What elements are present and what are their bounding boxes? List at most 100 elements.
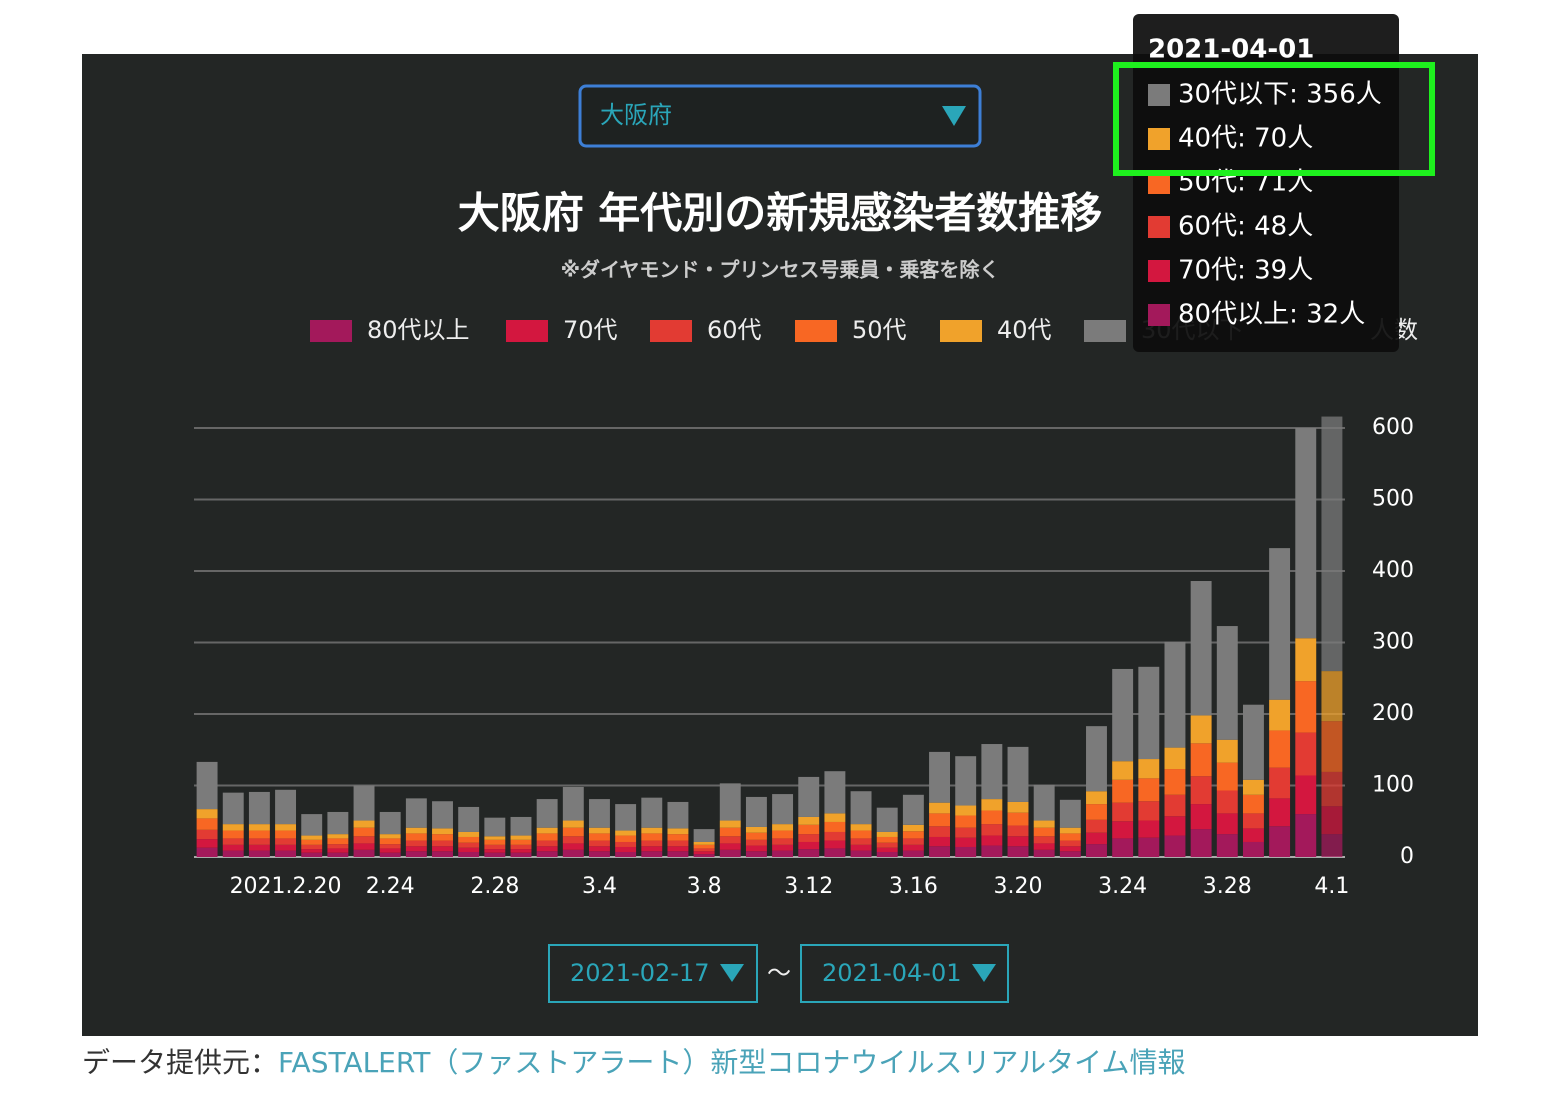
- bar-segment: [405, 846, 427, 852]
- bar-segment: [222, 838, 244, 845]
- bar-segment: [379, 838, 401, 845]
- select-arrow[interactable]: [720, 964, 744, 982]
- select-arrow[interactable]: [972, 964, 996, 982]
- bar-segment: [1190, 581, 1212, 716]
- bar-segment: [667, 851, 689, 857]
- select-value[interactable]: 2021-02-17: [570, 959, 709, 987]
- bar-segment: [458, 806, 480, 832]
- bar-segment: [589, 846, 610, 852]
- select-value[interactable]: 2021-04-01: [822, 959, 961, 987]
- bar-segment: [641, 827, 663, 834]
- legend-label: 60代: [707, 316, 762, 344]
- bar-segment: [248, 830, 270, 839]
- date-from-select[interactable]: 2021-02-17: [548, 944, 758, 1003]
- bar-segment: [405, 798, 427, 828]
- bar-segment: [1059, 840, 1081, 847]
- bar-segment: [1321, 834, 1343, 857]
- source-label-text: データ提供元：: [82, 1046, 278, 1079]
- select-value[interactable]: 大阪府: [600, 101, 672, 129]
- bar-segment: [1242, 841, 1264, 857]
- bar-segment: [1269, 699, 1291, 731]
- bar-segment: [562, 827, 584, 837]
- bar-segment: [432, 834, 453, 841]
- bar-segment: [458, 836, 480, 843]
- bar-segment: [850, 824, 872, 831]
- bar-segment: [379, 848, 401, 853]
- bar-segment: [432, 840, 453, 847]
- bar-segment: [327, 834, 349, 839]
- bar-segment: [1242, 779, 1264, 795]
- select-box[interactable]: [578, 84, 982, 148]
- bar-segment: [693, 851, 715, 855]
- bar-segment: [615, 851, 637, 857]
- bar-segment: [248, 850, 270, 857]
- x-tick-label: 3.28: [1203, 874, 1252, 899]
- bar-segment: [1190, 715, 1212, 744]
- tooltip-swatch: [1148, 84, 1170, 106]
- bar-segment: [405, 827, 427, 834]
- bar-segment: [955, 837, 977, 847]
- bar-segment: [248, 791, 270, 825]
- x-tick-label: 4.1: [1314, 874, 1349, 899]
- bar-segment: [196, 809, 218, 819]
- bar-segment: [902, 824, 924, 832]
- bar-segment: [379, 811, 401, 835]
- plot: 80代以上70代60代50代40代30代以下010020030040050060…: [194, 316, 1414, 899]
- bar-segment: [484, 839, 506, 845]
- y-tick-label: 200: [1372, 701, 1414, 726]
- bar-segment: [981, 824, 1003, 836]
- source-link[interactable]: FASTALERT（ファストアラート）新型コロナウイルスリアルタイム情報: [278, 1046, 1186, 1079]
- bar-segment: [667, 801, 689, 829]
- bar-segment: [798, 841, 820, 850]
- bar-segment: [1033, 820, 1055, 828]
- legend-swatch: [310, 320, 352, 342]
- bar-segment: [589, 851, 610, 857]
- bar-segment: [301, 849, 323, 853]
- bar-segment: [1138, 759, 1160, 779]
- bar-segment: [1242, 828, 1264, 842]
- bar-segment: [562, 786, 584, 821]
- highlight-box: [1113, 62, 1435, 176]
- bar-segment: [1321, 771, 1343, 807]
- date-to-select[interactable]: 2021-04-01: [800, 944, 1009, 1003]
- bar-segment: [1033, 784, 1055, 821]
- bar-segment: [379, 834, 401, 839]
- bar-segment: [301, 852, 323, 857]
- bar-segment: [301, 835, 323, 840]
- bar-segment: [405, 840, 427, 847]
- select-box[interactable]: [548, 944, 758, 1003]
- bar-segment: [589, 840, 610, 847]
- bar-segment: [510, 852, 532, 857]
- source-label: データ提供元：FASTALERT（ファストアラート）新型コロナウイルスリアルタイ…: [82, 1046, 1186, 1079]
- bar-segment: [1269, 826, 1291, 857]
- bar-segment: [641, 797, 663, 828]
- bar-segment: [432, 801, 453, 829]
- bar-segment: [562, 836, 584, 844]
- bar-segment: [222, 844, 244, 851]
- legend-swatch: [940, 320, 982, 342]
- bar-segment: [981, 845, 1003, 857]
- bar-segment: [405, 833, 427, 841]
- bar-segment: [1216, 739, 1238, 763]
- x-tick-label: 3.4: [582, 874, 617, 899]
- bar-segment: [536, 799, 558, 828]
- bar-segment: [1164, 835, 1186, 857]
- bar-segment: [955, 827, 977, 838]
- bar-segment: [536, 846, 558, 852]
- bar-segment: [1007, 825, 1029, 837]
- tooltip-swatch: [1148, 128, 1170, 150]
- bar-segment: [1007, 801, 1029, 813]
- select-arrow[interactable]: [942, 106, 966, 126]
- bar-segment: [1112, 668, 1134, 762]
- bar-segment: [902, 844, 924, 851]
- bar-segment: [641, 840, 663, 847]
- bar-segment: [1216, 834, 1238, 857]
- bar-segment: [824, 821, 846, 832]
- bar-segment: [275, 844, 297, 851]
- bar-segment: [510, 839, 532, 845]
- select-box[interactable]: [800, 944, 1009, 1003]
- prefecture-select[interactable]: 大阪府: [578, 84, 982, 148]
- bar-segment: [824, 813, 846, 822]
- bar-segment: [1112, 779, 1134, 803]
